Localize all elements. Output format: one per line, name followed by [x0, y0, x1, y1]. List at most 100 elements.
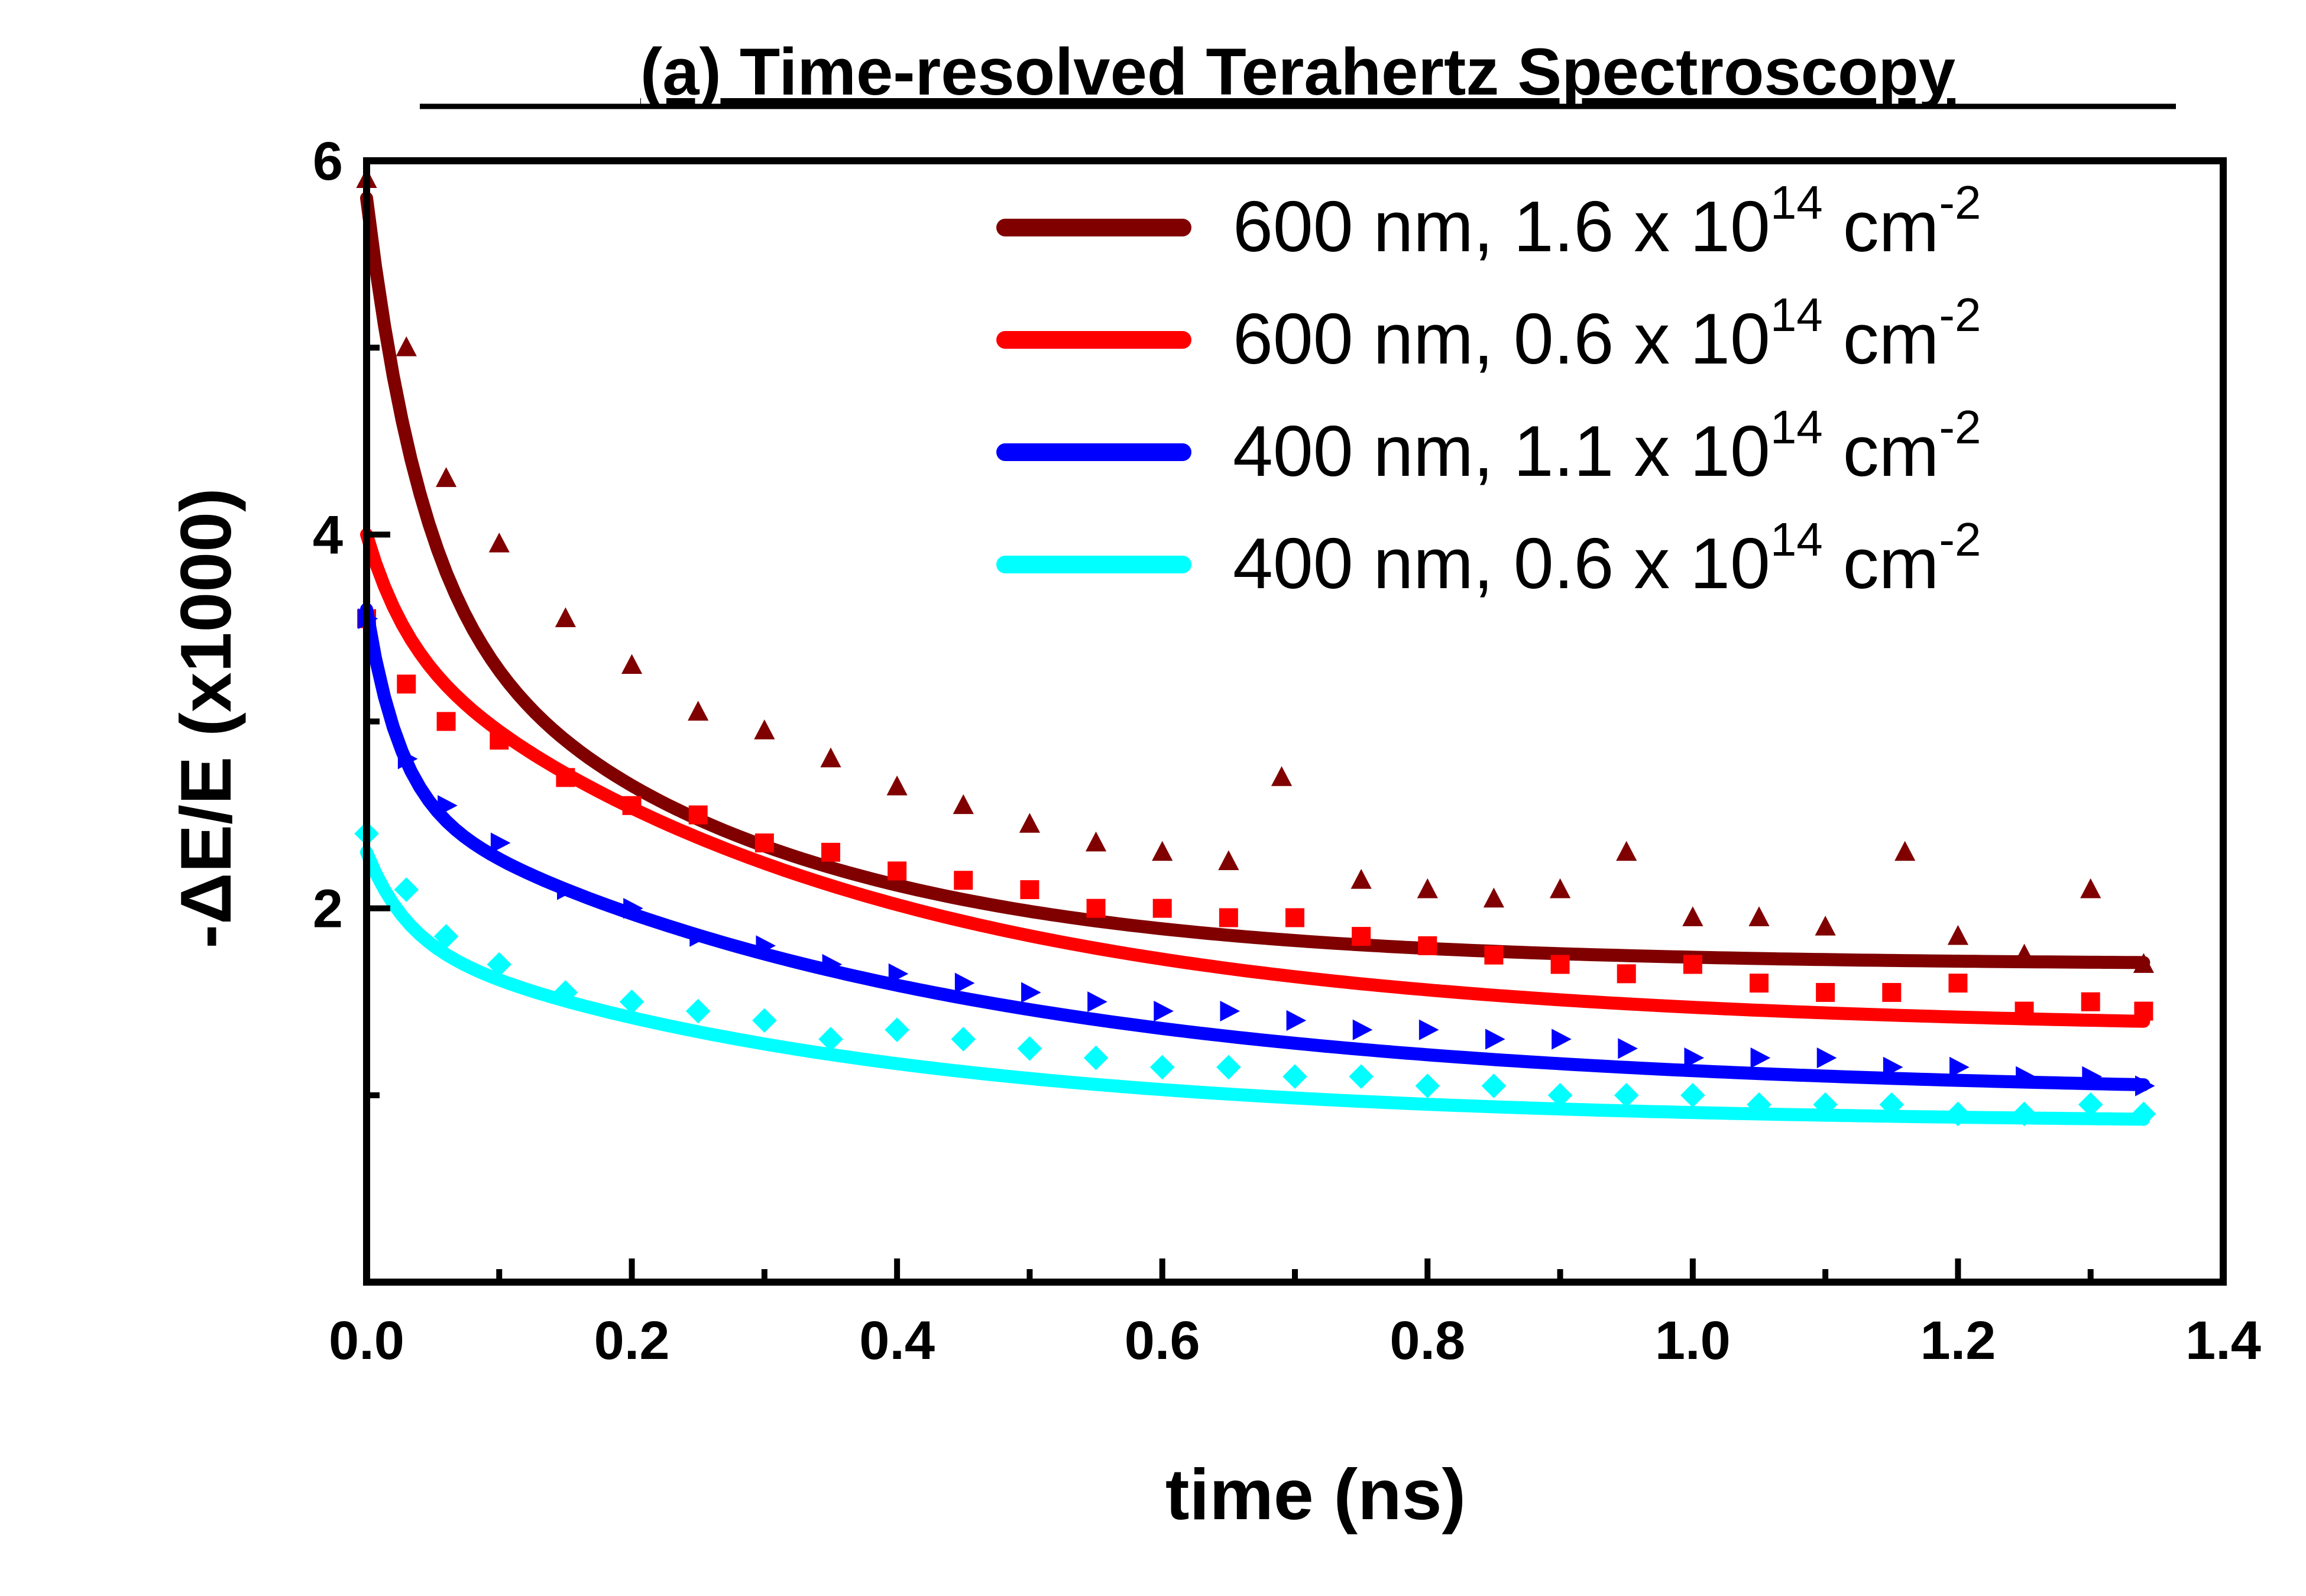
- data-point: [1418, 1019, 1439, 1040]
- data-point: [1216, 1055, 1241, 1080]
- data-point: [1085, 831, 1107, 852]
- data-point: [1948, 974, 1968, 993]
- legend-entry: 600 nm, 0.6 x 1014 cm-2: [996, 288, 1981, 379]
- data-point: [1683, 955, 1702, 974]
- data-point: [1219, 908, 1238, 927]
- data-point: [2014, 1001, 2034, 1021]
- plot-area: [354, 168, 2156, 1127]
- data-point: [488, 532, 510, 553]
- data-point: [435, 467, 457, 487]
- plot-frame: [363, 157, 2227, 1286]
- data-point: [2080, 878, 2101, 898]
- data-point: [886, 775, 908, 796]
- data-point: [754, 719, 775, 739]
- data-point: [888, 861, 907, 881]
- data-point: [1747, 1092, 1771, 1117]
- data-point: [752, 1008, 777, 1033]
- data-point: [1682, 906, 1703, 926]
- data-point: [954, 871, 973, 890]
- series-2: [357, 528, 2153, 1028]
- data-point: [1550, 955, 1570, 974]
- x-tick-label: 0.4: [859, 1310, 935, 1371]
- data-point: [2013, 943, 2035, 964]
- data-point: [822, 953, 843, 975]
- data-point: [436, 712, 456, 731]
- fit-line: [360, 602, 2150, 1092]
- data-point: [1418, 936, 1437, 955]
- legend-label: 400 nm, 1.1 x 1014 cm-2: [1233, 401, 1981, 491]
- data-point: [2131, 1101, 2156, 1127]
- x-tick-label: 0.0: [329, 1310, 404, 1371]
- legend: 600 nm, 1.6 x 1014 cm-2 600 nm, 0.6 x 101…: [996, 176, 1981, 604]
- data-point: [1271, 766, 1293, 786]
- y-tick-label: 6: [313, 131, 343, 192]
- data-point: [2082, 1066, 2102, 1087]
- data-point: [619, 989, 644, 1014]
- data-point: [885, 1017, 909, 1042]
- data-point: [756, 935, 776, 956]
- data-point: [396, 336, 417, 356]
- fit-line: [360, 192, 2150, 969]
- data-point: [1152, 898, 1172, 918]
- data-point: [818, 1027, 843, 1052]
- data-point: [1947, 924, 1969, 945]
- data-point: [394, 877, 419, 902]
- data-point: [1815, 916, 1836, 936]
- data-point: [2133, 953, 2155, 973]
- data-point: [2081, 992, 2100, 1011]
- data-point: [1086, 898, 1106, 918]
- data-point: [1547, 1083, 1573, 1108]
- y-tick-label: 4: [313, 505, 343, 565]
- x-tick-label: 0.6: [1125, 1310, 1200, 1371]
- series-3: [358, 602, 2155, 1097]
- data-point: [1286, 1010, 1307, 1031]
- data-point: [1352, 927, 1371, 946]
- data-point: [1883, 1056, 1903, 1078]
- data-point: [954, 972, 975, 994]
- data-point: [1618, 1038, 1638, 1059]
- data-point: [689, 926, 710, 947]
- x-axis-label: time (ns): [1165, 1454, 1466, 1535]
- series-4: [354, 821, 2156, 1127]
- data-point: [821, 842, 840, 862]
- data-point: [490, 731, 509, 750]
- fit-line: [360, 845, 2150, 1126]
- data-point: [2012, 1101, 2037, 1127]
- data-point: [555, 607, 576, 628]
- data-point: [688, 805, 708, 825]
- data-point: [1483, 887, 1505, 908]
- data-point: [1684, 1047, 1705, 1069]
- chart-title: (a) Time-resolved Terahertz Spectroscopy: [640, 35, 1955, 109]
- data-point: [1152, 841, 1173, 861]
- data-point: [1417, 878, 1438, 898]
- data-point: [1220, 1000, 1241, 1022]
- data-point: [1349, 1064, 1374, 1089]
- data-point: [1020, 880, 1039, 900]
- data-point: [1083, 1045, 1109, 1071]
- data-point: [1149, 1055, 1175, 1080]
- data-point: [622, 796, 642, 815]
- data-point: [688, 700, 709, 721]
- data-point: [1350, 869, 1372, 889]
- x-tick-label: 0.2: [594, 1310, 670, 1371]
- x-tick-label: 1.2: [1920, 1310, 1996, 1371]
- data-point: [1616, 841, 1637, 861]
- data-point: [1285, 908, 1304, 927]
- data-point: [1485, 1029, 1505, 1050]
- axis-ticks: 0.0 0.2 0.4 0.6 0.8 1.0 1.2 1.4 2 4 6: [313, 131, 2261, 1371]
- legend-label: 400 nm, 0.6 x 1014 cm-2: [1233, 513, 1981, 604]
- x-tick-label: 0.8: [1390, 1310, 1465, 1371]
- legend-label: 600 nm, 1.6 x 1014 cm-2: [1233, 176, 1981, 267]
- data-point: [951, 1027, 976, 1052]
- data-point: [623, 898, 643, 919]
- legend-entry: 400 nm, 1.1 x 1014 cm-2: [996, 401, 1981, 491]
- data-point: [1021, 982, 1041, 1003]
- data-point: [1750, 974, 1769, 993]
- data-point: [820, 747, 841, 768]
- y-tick-label: 2: [313, 879, 343, 939]
- data-point: [754, 833, 774, 853]
- data-point: [553, 980, 578, 1005]
- data-point: [487, 952, 512, 977]
- data-point: [1882, 982, 1902, 1002]
